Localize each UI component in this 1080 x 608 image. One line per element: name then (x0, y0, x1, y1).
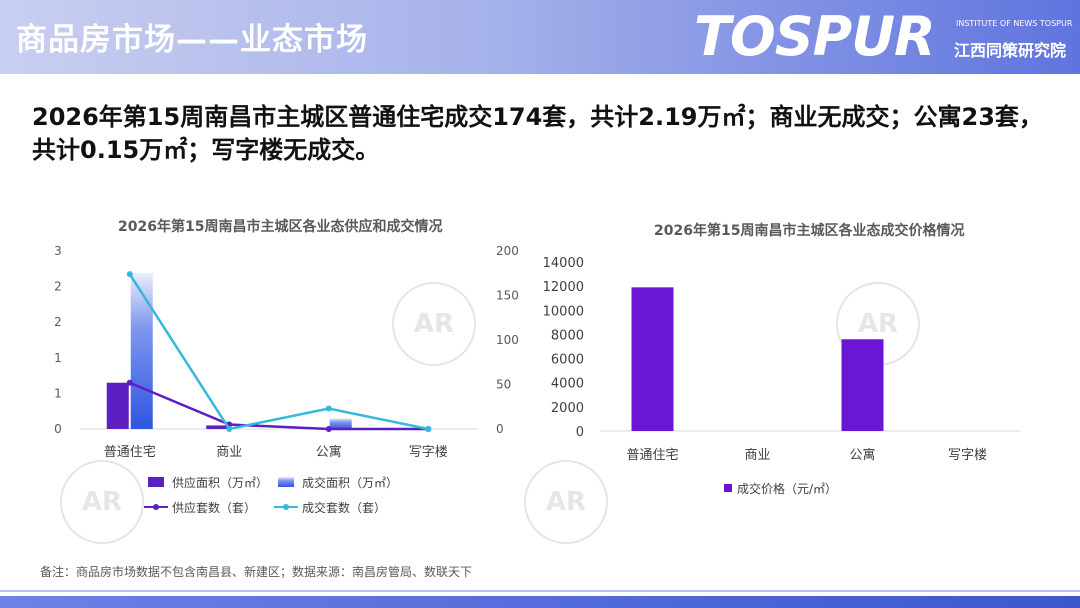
chart-1-category-label: 写字楼 (409, 445, 448, 460)
chart-1-left-tick: 3 (54, 244, 62, 258)
chart-1-right-tick: 100 (496, 333, 519, 347)
watermark-stamp-mid: AR (392, 282, 476, 366)
logo-english-name: INSTITUTE OF NEWS TOSPUR (956, 19, 1073, 28)
legend-swatch-supply-area (148, 477, 164, 487)
tospur-logo: TOSPUR INSTITUTE OF NEWS TOSPUR 江西同策研究院 (694, 4, 1074, 70)
chart-1-deal-area-bar (130, 273, 153, 429)
chart-2-category-label: 公寓 (849, 447, 875, 463)
chart-1-left-tick: 2 (54, 280, 62, 294)
chart-1-supply-units-line (129, 381, 429, 431)
chart-1-legend-label: 供应面积（万㎡） (172, 475, 268, 490)
chart-2-y-tick: 2000 (551, 401, 584, 416)
legend-swatch-deal-area (278, 477, 294, 487)
chart-1-supply-area-bar (206, 425, 229, 429)
watermark-stamp-bottom: AR (524, 460, 608, 544)
chart-1-category-label: 普通住宅 (104, 445, 156, 460)
chart-2-y-tick: 14000 (543, 256, 584, 271)
legend-swatch-point (283, 504, 289, 510)
chart-2-y-tick: 10000 (543, 304, 584, 319)
chart-2-title: 2026年第15周南昌市主城区各业态成交价格情况 (654, 223, 965, 239)
chart-1-deal-units-point (325, 405, 332, 412)
chart-2-price-bar (631, 287, 674, 431)
chart-1-title: 2026年第15周南昌市主城区各业态供应和成交情况 (118, 219, 443, 235)
chart-1-supply-area-bar (106, 382, 129, 429)
chart-2-category-label: 商业 (744, 448, 770, 463)
chart-2-y-tick: 4000 (551, 377, 584, 392)
chart-1-legend-label: 成交面积（万㎡） (302, 475, 398, 490)
bottom-divider (0, 590, 1080, 592)
headline-summary: 2026年第15周南昌市主城区普通住宅成交174套，共计2.19万㎡；商业无成交… (32, 103, 1043, 164)
chart-2-y-tick: 8000 (551, 328, 584, 343)
chart-2-price-bar (841, 339, 884, 431)
chart-1-right-tick: 0 (496, 422, 504, 436)
footnote: 备注：商品房市场数据不包含南昌县、新建区；数据来源：南昌房管局、数联天下 (40, 565, 473, 579)
watermark-stamp-left: AR (60, 460, 144, 544)
chart-2-legend-swatch (724, 484, 732, 492)
chart-1-deal-area-bar (329, 418, 352, 429)
chart-1-legend-label: 成交套数（套） (302, 500, 386, 515)
chart-1-right-tick: 150 (496, 289, 519, 303)
chart-1-left-tick: 1 (54, 351, 62, 365)
chart-2-legend-label: 成交价格（元/㎡） (737, 481, 837, 496)
logo-chinese-name: 江西同策研究院 (954, 41, 1067, 60)
chart-1-legend-label: 供应套数（套） (172, 500, 256, 515)
chart-1-left-tick: 0 (54, 422, 62, 436)
chart-1-right-tick: 200 (496, 244, 519, 258)
chart-2-category-label: 写字楼 (948, 448, 987, 463)
chart-1-deal-units-point (226, 426, 233, 432)
header-bar (0, 0, 1080, 74)
chart-2-y-tick: 6000 (551, 353, 584, 368)
chart-1-right-tick: 50 (496, 378, 511, 392)
logo-wordmark: TOSPUR (694, 5, 936, 68)
page-title: 商品房市场——业态市场 (16, 22, 368, 58)
chart-2-category-label: 普通住宅 (626, 448, 678, 463)
chart-1-supply-units-point (325, 426, 332, 432)
chart-1-deal-units-line (128, 273, 429, 431)
chart-1-category-label: 公寓 (316, 444, 342, 460)
chart-1-deal-units-point (425, 426, 432, 432)
chart-1-supply-units-point (126, 379, 133, 386)
chart-1-left-tick: 1 (54, 386, 62, 400)
chart-2-y-tick: 12000 (543, 280, 584, 295)
chart-2-y-tick: 0 (576, 425, 584, 440)
chart-1-deal-units-point (126, 271, 133, 278)
chart-1-category-label: 商业 (216, 445, 242, 460)
chart-1-left-tick: 2 (54, 315, 62, 329)
footer-bar (0, 596, 1080, 608)
legend-swatch-point (153, 504, 159, 510)
